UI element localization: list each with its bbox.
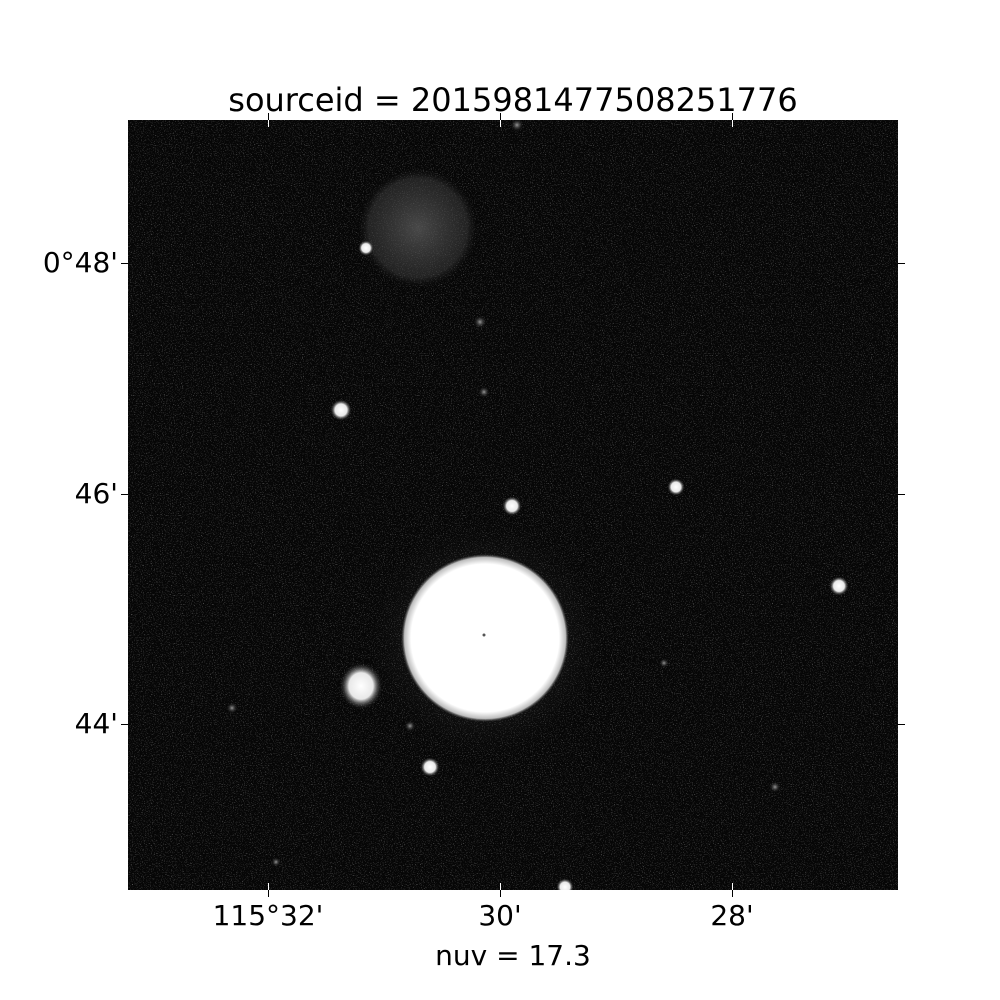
faint-star bbox=[478, 386, 490, 398]
x-tick-mark bbox=[268, 120, 269, 127]
x-tick-mark bbox=[500, 890, 501, 897]
star bbox=[556, 878, 574, 890]
faint-star bbox=[473, 315, 487, 329]
y-tick-mark bbox=[898, 494, 905, 495]
star bbox=[339, 662, 383, 710]
y-tick-mark bbox=[898, 724, 905, 725]
faint-star bbox=[404, 720, 416, 732]
y-tick-mark bbox=[121, 724, 128, 725]
y-tick-label: 44' bbox=[74, 707, 118, 740]
sky-image bbox=[128, 120, 898, 890]
y-tick-label: 46' bbox=[74, 477, 118, 510]
x-tick-mark bbox=[732, 883, 733, 890]
diffuse-galaxy bbox=[356, 166, 480, 290]
x-tick-mark bbox=[500, 883, 501, 890]
x-tick-mark bbox=[500, 113, 501, 120]
bright-star bbox=[401, 554, 569, 722]
star bbox=[420, 757, 440, 777]
x-tick-mark bbox=[732, 113, 733, 120]
y-tick-mark bbox=[121, 494, 128, 495]
faint-star bbox=[769, 781, 781, 793]
x-tick-mark bbox=[732, 890, 733, 897]
y-tick-mark bbox=[898, 263, 905, 264]
x-tick-mark bbox=[732, 120, 733, 127]
faint-star bbox=[659, 658, 669, 668]
x-tick-mark bbox=[268, 883, 269, 890]
star bbox=[829, 576, 849, 596]
star bbox=[330, 399, 352, 421]
x-tick-mark bbox=[268, 890, 269, 897]
y-tick-mark bbox=[121, 263, 128, 264]
faint-star bbox=[271, 857, 281, 867]
star bbox=[667, 478, 685, 496]
x-tick-mark bbox=[268, 113, 269, 120]
sky-image-svg bbox=[128, 120, 898, 890]
x-tick-label: 115°32' bbox=[212, 899, 324, 932]
image-title: sourceid = 2015981477508251776 bbox=[228, 81, 798, 119]
y-tick-label: 0°48' bbox=[42, 246, 118, 279]
magnitude-caption: nuv = 17.3 bbox=[435, 939, 591, 972]
faint-star bbox=[226, 702, 238, 714]
star bbox=[510, 120, 524, 132]
x-tick-label: 28' bbox=[710, 899, 754, 932]
star bbox=[502, 496, 522, 516]
x-tick-mark bbox=[500, 120, 501, 127]
x-tick-label: 30' bbox=[478, 899, 522, 932]
star bbox=[358, 240, 374, 256]
